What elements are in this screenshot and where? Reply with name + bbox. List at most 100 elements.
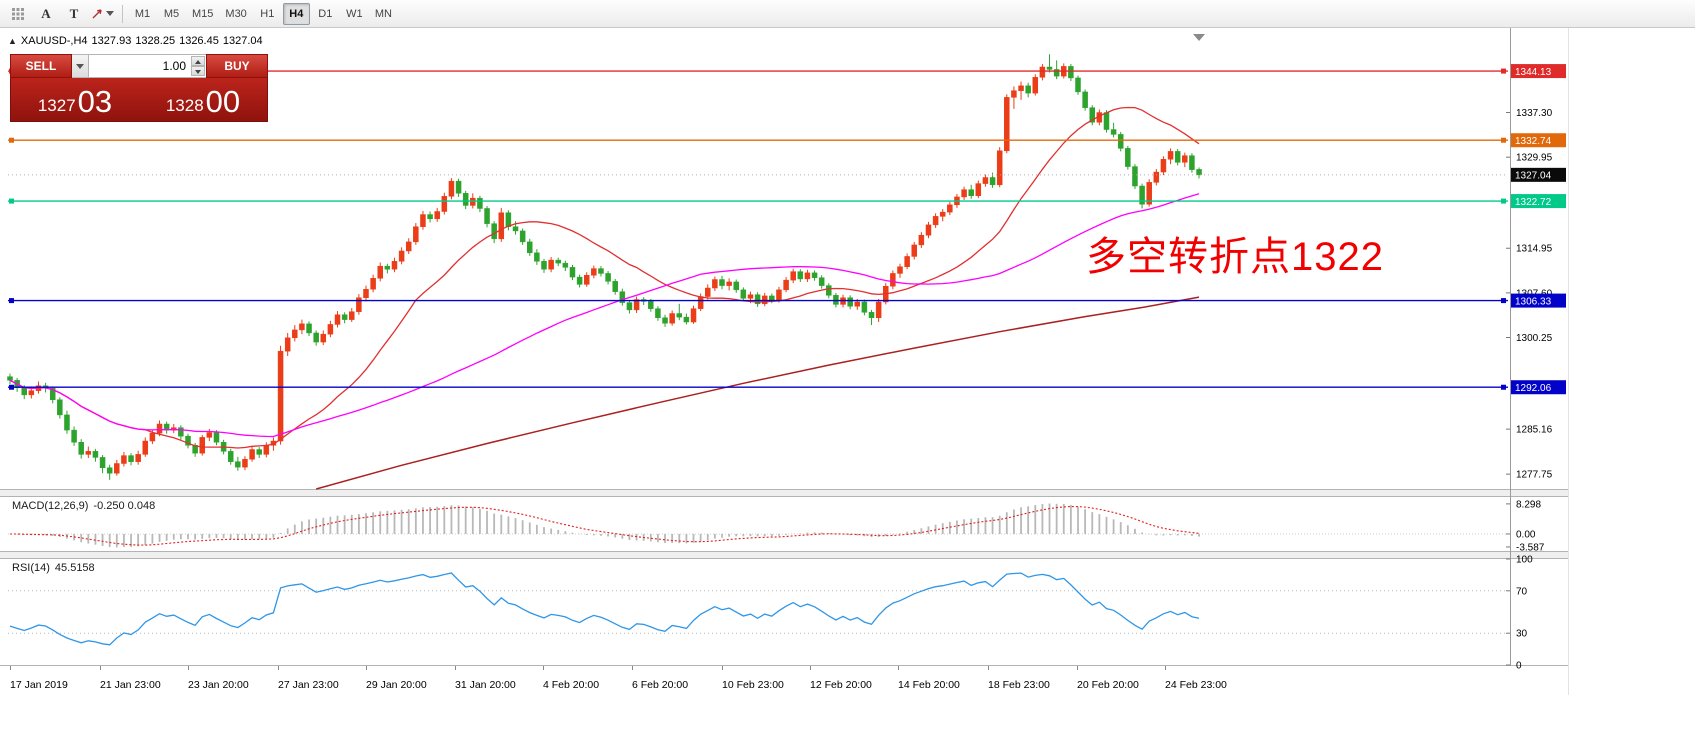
timeframe-button-mn[interactable]: MN xyxy=(370,3,397,25)
line-handle[interactable] xyxy=(1501,298,1506,304)
text-tool-icon[interactable]: A xyxy=(32,2,60,26)
sell-button[interactable]: SELL xyxy=(10,54,72,78)
volume-decrease-button[interactable] xyxy=(191,66,205,76)
rsi-tick-label: 0 xyxy=(1516,661,1522,672)
candle xyxy=(277,345,284,445)
candle xyxy=(1039,63,1046,81)
timeframe-button-h1[interactable]: H1 xyxy=(254,3,281,25)
chart-shift-marker[interactable] xyxy=(1193,34,1206,41)
candle xyxy=(1011,86,1017,109)
candle xyxy=(413,223,419,245)
open-value: 1327.93 xyxy=(91,35,132,47)
candle xyxy=(911,241,917,260)
candle xyxy=(548,257,554,273)
line-handle[interactable] xyxy=(9,198,14,204)
macd-tick-label: -3.587 xyxy=(1516,542,1545,553)
candle xyxy=(761,292,768,307)
sell-price[interactable]: 1327 03 xyxy=(11,78,139,121)
volume-increase-button[interactable] xyxy=(191,56,205,66)
candle xyxy=(135,450,141,465)
line-handle[interactable] xyxy=(9,298,14,304)
buy-price[interactable]: 1328 00 xyxy=(139,78,267,121)
line-handle[interactable] xyxy=(1501,137,1506,143)
candle xyxy=(377,262,383,282)
timeframe-button-m1[interactable]: M1 xyxy=(129,3,156,25)
rsi-tick-label: 100 xyxy=(1516,555,1533,566)
grid-icon[interactable] xyxy=(4,2,32,26)
macd-signal-line xyxy=(10,505,1200,546)
macd-tick-label: 8.298 xyxy=(1516,499,1541,510)
label-tool-icon[interactable]: T xyxy=(60,2,88,26)
candle xyxy=(996,147,1003,188)
candle xyxy=(904,253,910,270)
shapes-dropdown-icon[interactable] xyxy=(88,2,116,26)
rsi-line xyxy=(9,572,1200,646)
candle xyxy=(64,410,70,434)
candle xyxy=(562,260,569,272)
symbol-period-label: XAUUSD-,H4 xyxy=(20,35,88,47)
price-tick-label: 1329.95 xyxy=(1516,153,1553,164)
slow-ma-line xyxy=(315,296,1200,490)
candle xyxy=(1125,145,1131,170)
volume-field xyxy=(89,54,206,78)
hline-1292-06[interactable] xyxy=(8,384,1508,390)
volume-input[interactable] xyxy=(89,55,206,77)
rsi-value: 45.5158 xyxy=(54,562,95,574)
candle xyxy=(1153,169,1160,186)
time-label: 20 Feb 20:00 xyxy=(1077,679,1139,691)
timeframe-button-m5[interactable]: M5 xyxy=(158,3,185,25)
volume-spinner xyxy=(191,56,205,76)
candle xyxy=(121,451,127,467)
time-label: 27 Jan 23:00 xyxy=(278,679,339,691)
one-click-collapse-icon[interactable]: ▲ xyxy=(8,36,17,46)
candle xyxy=(99,454,106,474)
candle xyxy=(199,434,205,456)
price-axis[interactable]: 1337.301329.951314.951307.601300.251285.… xyxy=(1506,64,1566,672)
candle xyxy=(1189,153,1195,173)
candle xyxy=(349,308,355,323)
time-axis[interactable]: 17 Jan 2019 21 Jan 23:00 23 Jan 20:00 27 Ja… xyxy=(10,666,1227,691)
candle xyxy=(498,207,505,242)
volume-dropdown-button[interactable] xyxy=(72,54,89,78)
candle xyxy=(868,309,875,326)
line-handle[interactable] xyxy=(1501,384,1506,390)
toolbar: A T M1 M5 M15 M30 H1 H4 D1 W1 MN xyxy=(0,0,1695,28)
candle xyxy=(420,210,426,230)
timeframe-button-m15[interactable]: M15 xyxy=(187,3,218,25)
grid-icon-glyph xyxy=(12,7,24,20)
candle xyxy=(619,288,626,306)
rsi-tick-label: 30 xyxy=(1516,629,1528,640)
rsi-tick-label: 70 xyxy=(1516,586,1528,597)
candle xyxy=(519,228,526,245)
timeframe-button-w1[interactable]: W1 xyxy=(341,3,368,25)
line-handle[interactable] xyxy=(1501,198,1506,204)
line-handle[interactable] xyxy=(9,137,14,143)
candle xyxy=(1075,75,1081,95)
timeframe-button-h4[interactable]: H4 xyxy=(282,2,310,25)
candle xyxy=(890,270,896,290)
candle xyxy=(1046,54,1053,73)
candle xyxy=(1196,167,1202,179)
candle xyxy=(583,272,590,287)
candle xyxy=(491,221,497,244)
macd-label: MACD(12,26,9) -0.250 0.048 xyxy=(12,500,160,512)
line-handle[interactable] xyxy=(9,384,14,390)
timeframe-button-d1[interactable]: D1 xyxy=(312,3,339,25)
candle xyxy=(662,314,668,327)
chart-annotation[interactable]: 多空转折点1322 xyxy=(1086,235,1384,279)
candle xyxy=(334,311,341,328)
hline-1322-72[interactable] xyxy=(8,198,1508,204)
candle xyxy=(975,180,982,199)
candle xyxy=(1146,179,1152,207)
hline-1332-74[interactable] xyxy=(8,137,1508,143)
buy-button[interactable]: BUY xyxy=(206,54,268,78)
svg-text:1306.33: 1306.33 xyxy=(1515,296,1552,307)
candle xyxy=(676,303,683,321)
timeframe-button-m30[interactable]: M30 xyxy=(220,3,251,25)
trade-controls-row: SELL BUY xyxy=(10,54,268,78)
line-handle[interactable] xyxy=(1501,68,1506,74)
rsi-name: RSI(14) xyxy=(12,562,50,574)
candle xyxy=(1025,82,1031,98)
candle xyxy=(861,299,868,316)
hline-1306-33[interactable] xyxy=(8,298,1508,304)
